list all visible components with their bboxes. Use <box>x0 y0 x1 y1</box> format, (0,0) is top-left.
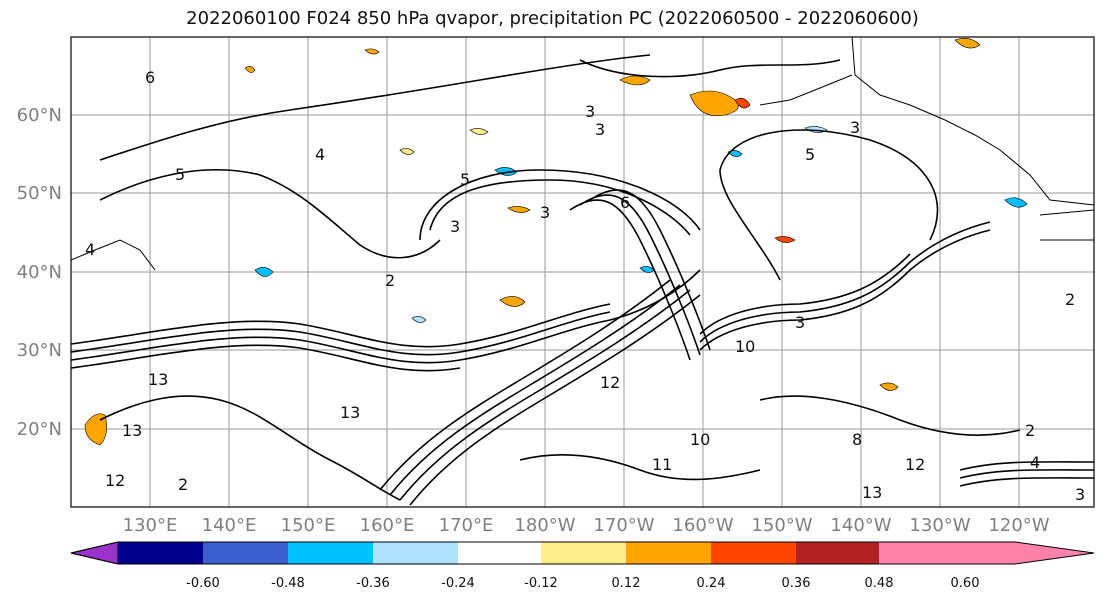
map-frame <box>70 36 1095 508</box>
contour-labels: 6 5 3 3 5 5 3 3 2 4 6 4 3 2 3 13 13 12 1… <box>85 68 1085 504</box>
colorbar-tick-label: -0.12 <box>524 576 558 591</box>
contour-label: 3 <box>1075 485 1085 504</box>
gridlines <box>71 37 1094 507</box>
contour-label: 4 <box>1030 453 1040 472</box>
colorbar-tick-label: -0.60 <box>186 576 220 591</box>
contour-label: 12 <box>905 455 925 474</box>
lat-label: 60°N <box>17 105 62 126</box>
colorbar-tick-label: 0.12 <box>612 576 641 591</box>
contour-label: 2 <box>385 271 395 290</box>
contour-label: 2 <box>178 475 188 494</box>
contour-label: 13 <box>122 421 142 440</box>
contour-label: 10 <box>735 337 755 356</box>
contour-label: 3 <box>585 102 595 121</box>
colorbar-tick-label: 0.36 <box>782 576 811 591</box>
contour-label: 4 <box>85 240 95 259</box>
contour-label: 4 <box>315 145 325 164</box>
colorbar-segment <box>118 542 203 564</box>
colorbar-segment <box>879 542 965 564</box>
contour-label: 3 <box>595 120 605 139</box>
contour-label: 10 <box>690 430 710 449</box>
contour-label: 5 <box>175 165 185 184</box>
lon-label: 130°W <box>909 515 970 536</box>
contour-label: 2 <box>1065 290 1075 309</box>
precip-shading <box>84 38 1028 446</box>
lat-label: 20°N <box>17 419 62 440</box>
contour-label: 5 <box>805 145 815 164</box>
contour-label: 6 <box>145 68 155 87</box>
lat-label: 40°N <box>17 262 62 283</box>
contour-label: 13 <box>862 483 882 502</box>
contour-label: 3 <box>540 203 550 222</box>
lon-label: 170°W <box>593 515 654 536</box>
colorbar-tick-label: -0.36 <box>356 576 390 591</box>
colorbar-segment <box>288 542 373 564</box>
colorbar-segment <box>711 542 796 564</box>
lon-label: 120°W <box>988 515 1049 536</box>
colorbar-tick-label: 0.60 <box>951 576 980 591</box>
colorbar-extend-max <box>965 542 1094 564</box>
colorbar: -0.60 -0.48 -0.36 -0.24 -0.12 0.12 0.24 … <box>70 541 1095 591</box>
map-title: 2022060100 F024 850 hPa qvapor, precipit… <box>186 8 919 29</box>
lon-label: 180°W <box>514 515 575 536</box>
colorbar-tick-label: 0.48 <box>865 576 894 591</box>
contour-label: 6 <box>620 193 630 212</box>
lon-label: 160°W <box>672 515 733 536</box>
contour-label: 3 <box>850 118 860 137</box>
contour-label: 5 <box>460 170 470 189</box>
lon-label: 160°E <box>360 515 415 536</box>
contour-label: 13 <box>148 370 168 389</box>
contour-label: 11 <box>652 455 672 474</box>
colorbar-segment <box>796 542 879 564</box>
lon-label: 140°E <box>202 515 257 536</box>
lon-label: 150°W <box>751 515 812 536</box>
contour-label: 3 <box>795 313 805 332</box>
lon-label: 170°E <box>439 515 494 536</box>
colorbar-segment <box>373 542 458 564</box>
lon-label: 150°E <box>281 515 336 536</box>
longitude-labels: 130°E 140°E 150°E 160°E 170°E 180°W 170°… <box>123 515 1050 536</box>
colorbar-tick-label: 0.24 <box>697 576 726 591</box>
colorbar-tick-label: -0.48 <box>271 576 305 591</box>
colorbar-tick-label: -0.24 <box>441 576 475 591</box>
lon-label: 130°E <box>123 515 178 536</box>
contour-label: 13 <box>340 403 360 422</box>
lon-label: 140°W <box>830 515 891 536</box>
colorbar-segment <box>203 542 288 564</box>
qvapor-contours <box>71 54 1094 506</box>
map-panel: 6 5 3 3 5 5 3 3 2 4 6 4 3 2 3 13 13 12 1… <box>70 36 1095 508</box>
colorbar-segment <box>626 542 711 564</box>
coastlines <box>71 37 1094 271</box>
latitude-labels: 60°N 50°N 40°N 30°N 20°N <box>17 105 62 440</box>
lat-label: 30°N <box>17 340 62 361</box>
colorbar-segment <box>541 542 626 564</box>
colorbar-outline <box>70 541 1095 565</box>
contour-label: 3 <box>450 217 460 236</box>
contour-label: 8 <box>852 430 862 449</box>
contour-label: 12 <box>600 373 620 392</box>
contour-label: 12 <box>105 471 125 490</box>
colorbar-extend-min <box>70 541 119 565</box>
lat-label: 50°N <box>17 183 62 204</box>
colorbar-segment <box>458 542 541 564</box>
contour-label: 2 <box>1025 421 1035 440</box>
